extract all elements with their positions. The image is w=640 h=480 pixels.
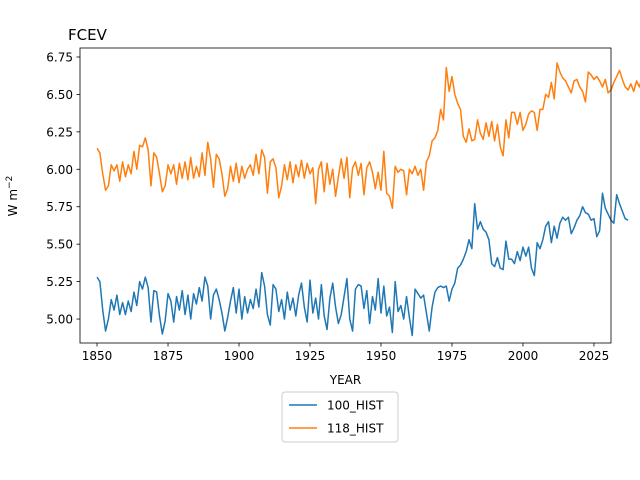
- y-axis-label: W m−2: [5, 176, 20, 217]
- x-tick-label: 1950: [366, 349, 397, 363]
- legend: 100_HIST 118_HIST: [281, 391, 399, 443]
- x-tick-label: 1900: [224, 349, 255, 363]
- x-tick-label: 1850: [82, 349, 113, 363]
- plot-frame: [79, 47, 612, 344]
- x-tick-label: 2025: [579, 349, 610, 363]
- y-axis-label-unit: W m: [6, 189, 20, 216]
- y-axis-label-exponent: −2: [5, 176, 15, 189]
- legend-label-100-hist: 100_HIST: [327, 399, 384, 413]
- y-tick-label: 6.75: [46, 50, 73, 64]
- y-tick-label: 6.00: [46, 163, 73, 177]
- x-axis-label: YEAR: [329, 373, 361, 387]
- y-tick-label: 6.50: [46, 88, 73, 102]
- series-line-100-hist: [96, 192, 629, 337]
- y-tick-label: 5.75: [46, 200, 73, 214]
- series-line-118-hist: [96, 62, 640, 209]
- x-tick-label: 2000: [508, 349, 539, 363]
- x-tick-label: 1925: [295, 349, 326, 363]
- y-tick-label: 5.50: [46, 238, 73, 252]
- x-tick-label: 1875: [153, 349, 184, 363]
- legend-label-118-hist: 118_HIST: [327, 422, 384, 436]
- axis-ticks: 1850 1875 1900 1925 1950 1975 2000 2025 5.00 5.25…: [46, 50, 609, 363]
- y-tick-label: 6.25: [46, 125, 73, 139]
- chart-title: FCEV: [68, 26, 108, 44]
- y-tick-label: 5.25: [46, 275, 73, 289]
- x-tick-label: 1975: [437, 349, 468, 363]
- series-lines: [96, 62, 640, 337]
- y-tick-label: 5.00: [46, 313, 73, 327]
